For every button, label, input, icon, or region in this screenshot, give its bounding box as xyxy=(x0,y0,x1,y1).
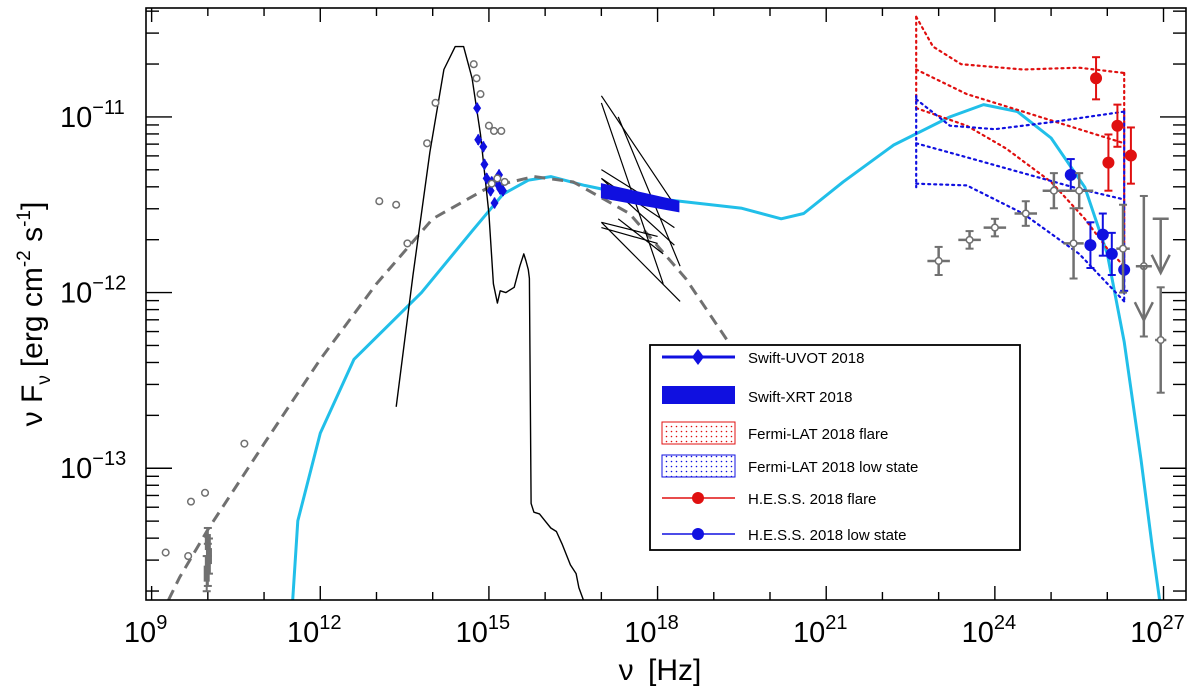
uvot-point xyxy=(479,140,488,153)
archival-bowtie-line xyxy=(617,218,664,255)
legend-item-fermi-flare: Fermi-LAT 2018 flare xyxy=(661,421,888,445)
archival-gamma-point xyxy=(965,235,974,244)
archival-gamma-point xyxy=(934,256,943,266)
archival-radio-point xyxy=(204,556,211,573)
archival-bowtie-line xyxy=(601,227,658,244)
hess-low-point xyxy=(1084,239,1097,252)
uvot-point xyxy=(473,102,482,115)
hess-low-point xyxy=(1096,228,1109,241)
x-tick-label: 1021 xyxy=(793,612,848,649)
archival-open-point xyxy=(423,139,432,148)
fermi-envelope-center xyxy=(915,142,1126,201)
archival-gamma-point xyxy=(1156,335,1165,345)
archival-open-point xyxy=(431,98,440,107)
legend: Swift-UVOT 2018 Swift-XRT 2018 Fermi-LAT… xyxy=(649,344,1021,551)
archival-open-point xyxy=(375,197,384,206)
archival-bowtie-line xyxy=(600,95,675,206)
legend-item-swift-uvot: Swift-UVOT 2018 xyxy=(662,349,864,367)
axes-layer xyxy=(146,8,1186,600)
svg-text:Fermi-LAT 2018 flare: Fermi-LAT 2018 flare xyxy=(748,426,888,443)
svg-text:Swift-XRT 2018: Swift-XRT 2018 xyxy=(748,389,853,406)
x-tick-label: 109 xyxy=(124,612,167,649)
svg-text:Fermi-LAT 2018 low state: Fermi-LAT 2018 low state xyxy=(748,459,918,476)
y-tick-label: 10−12 xyxy=(60,273,126,310)
hess-low-point xyxy=(1064,168,1077,181)
archival-gamma-point xyxy=(1021,209,1030,218)
hess-low-point xyxy=(1105,247,1118,260)
archival-open-point xyxy=(403,239,412,248)
archival-open-point xyxy=(184,552,193,561)
swift-xrt-band xyxy=(600,183,680,213)
archival-open-point xyxy=(500,177,509,186)
archival-open-point xyxy=(487,179,496,188)
x-tick-label: 1015 xyxy=(456,612,511,649)
thermal-component-curve xyxy=(395,45,585,600)
svg-text:H.E.S.S. 2018 low state: H.E.S.S. 2018 low state xyxy=(748,527,906,544)
upper-limit-arrow xyxy=(1150,254,1171,276)
archival-open-point xyxy=(186,497,196,506)
archival-open-point xyxy=(200,488,210,497)
archival-open-point xyxy=(161,548,170,557)
archival-gamma-point xyxy=(1069,239,1078,248)
archival-open-point xyxy=(392,200,401,209)
archival-open-point xyxy=(497,126,506,136)
archival-gamma-point xyxy=(1118,244,1128,253)
fermi-envelope-center xyxy=(915,68,1126,145)
archival-gamma-point xyxy=(1049,186,1058,195)
uvot-point xyxy=(498,184,507,197)
y-tick-label: 10−11 xyxy=(60,97,125,134)
archival-bowtie-line xyxy=(601,221,658,237)
data-layer xyxy=(161,15,1171,600)
upper-limit-arrow xyxy=(1133,301,1154,324)
x-tick-label: 1024 xyxy=(962,612,1017,649)
uvot-point xyxy=(486,184,495,197)
legend-frame xyxy=(649,344,1021,551)
svg-text:Swift-UVOT 2018: Swift-UVOT 2018 xyxy=(748,350,864,367)
legend-item-hess-low: H.E.S.S. 2018 low state xyxy=(662,527,906,544)
hess-flare-point xyxy=(1124,149,1137,162)
archival-open-point xyxy=(469,60,478,69)
legend-item-hess-flare: H.E.S.S. 2018 flare xyxy=(662,491,876,508)
archival-open-point xyxy=(472,74,481,83)
host-galaxy-dashed-curve xyxy=(167,175,775,600)
hess-flare-point xyxy=(1111,119,1124,132)
x-tick-label: 1012 xyxy=(287,612,342,649)
x-tick-label: 1027 xyxy=(1130,612,1185,649)
y-tick-label: 10−13 xyxy=(60,448,126,485)
legend-item-swift-xrt: Swift-XRT 2018 xyxy=(662,386,853,406)
fermi-envelope-upper xyxy=(915,15,1126,75)
legend-item-fermi-low: Fermi-LAT 2018 low state xyxy=(661,454,918,478)
uvot-point xyxy=(480,158,489,171)
archival-gamma-point xyxy=(1075,186,1084,195)
svg-text:H.E.S.S. 2018 flare: H.E.S.S. 2018 flare xyxy=(748,491,876,508)
archival-open-point xyxy=(484,121,493,130)
archival-bowtie-line xyxy=(600,221,681,302)
y-axis-label: ν Fν[erg cm-2 s-1] xyxy=(14,202,55,427)
archival-open-point xyxy=(240,439,249,448)
archival-open-point xyxy=(476,90,485,99)
tick-labels: 109 1012 1015 1018 1021 1024 1027 10−11 10−12 10−… xyxy=(60,97,1185,649)
archival-gamma-point xyxy=(990,223,999,232)
uvot-point xyxy=(474,133,483,146)
x-axis-label: ν [Hz] xyxy=(619,654,702,687)
x-tick-label: 1018 xyxy=(624,612,679,649)
uvot-point xyxy=(490,196,499,209)
hess-flare-point xyxy=(1090,72,1103,85)
archival-open-point xyxy=(489,126,499,136)
hess-flare-point xyxy=(1102,156,1115,169)
plot-frame xyxy=(145,7,1187,601)
fermi-envelope-upper xyxy=(915,98,1126,131)
archival-open-point xyxy=(493,174,502,183)
archival-radio-point xyxy=(204,534,211,551)
archival-radio-point xyxy=(205,548,212,565)
